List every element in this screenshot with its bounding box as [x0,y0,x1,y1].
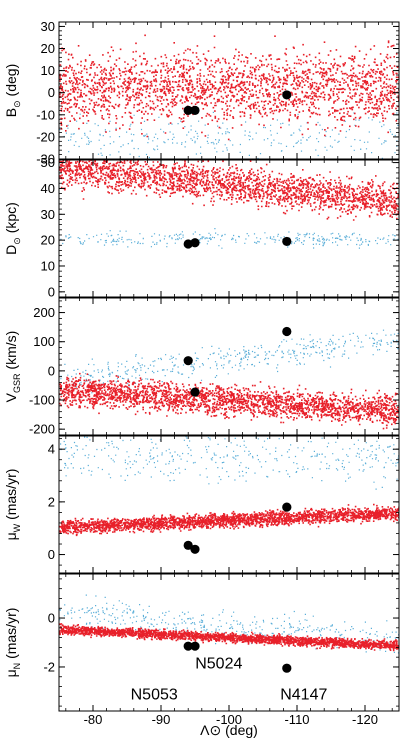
red-stream-points [59,372,399,430]
panel-1-points [59,34,399,159]
red-stream-points [59,160,399,227]
cluster-point [183,540,193,550]
cluster-point [282,326,292,337]
cluster-point [282,236,292,247]
y-tick-label: 20 [41,41,55,56]
panel-3-points [59,329,399,430]
y-tick-label: -10 [36,107,55,122]
y-tick-label: 0 [48,547,55,562]
cluster-point [282,663,292,673]
cluster-point [190,641,200,651]
y-tick-label: -2 [43,659,55,674]
y-tick-label: 10 [41,258,55,273]
panel-4-points [59,436,399,537]
y-tick-label: -30 [36,152,55,167]
red-stream-points [59,623,399,652]
y-tick-label: 10 [41,63,55,78]
cluster-point [190,238,200,248]
cluster-point [183,356,193,366]
y-axis-label: μN (mas/yr) [3,608,22,678]
cluster-label: N4147 [280,686,327,703]
y-tick-label: 0 [48,611,55,626]
red-stream-points [59,503,399,537]
y-axis-label: μW (mas/yr) [3,469,22,541]
panel-2-points [59,160,399,249]
cluster-label: N5024 [195,656,242,673]
y-tick-label: -200 [29,422,55,437]
panel-2: 0 10 20 30 40 50 D⊙ (kpc) [3,155,400,299]
y-tick-label: 30 [41,207,55,222]
cluster-point [282,90,292,100]
y-tick-label: 50 [41,155,55,170]
y-tick-label: 20 [41,233,55,248]
y-tick-label: 2 [48,494,55,509]
cluster-label: N5053 [131,686,178,703]
x-tick-label: -120 [352,712,378,727]
panel-5: N5024 N5053 N4147 -2 0 μN (mas/yr) [3,573,400,712]
cluster-point [190,387,200,397]
y-tick-label: 0 [48,284,55,299]
y-tick-label: 0 [48,85,55,100]
cluster-point [183,641,193,651]
cluster-point [190,544,200,554]
y-tick-label: 30 [41,19,55,34]
cluster-point [190,105,200,115]
panel-frame [58,159,400,298]
x-tick-label: -100 [216,712,242,727]
blue-stream-points [59,108,399,159]
x-axis-label: Λ⊙ (deg) [200,722,258,738]
blue-stream-points [60,228,399,249]
y-axis-label: D⊙ (kpc) [3,202,22,255]
y-tick-label: 4 [48,442,55,457]
panel-3: -200 -100 0 100 200 VGSR (km/s) [3,297,400,437]
y-tick-label: -100 [29,393,55,408]
panel-frame [58,297,400,436]
y-tick-label: -20 [36,129,55,144]
cluster-point [282,502,292,512]
y-tick-label: 40 [41,181,55,196]
y-axis-label: VGSR (km/s) [3,331,22,403]
red-stream-points [59,34,399,141]
panel-1: -30 -20 -10 0 10 20 30 B⊙ (deg) [3,19,400,167]
x-tick-label: -80 [84,712,103,727]
panel-4: 0 2 4 μW (mas/yr) [3,435,400,574]
cluster-point [183,239,193,249]
y-tick-label: 200 [33,305,55,320]
y-tick-label: 0 [48,363,55,378]
y-tick-label: 100 [33,334,55,349]
x-tick-label: -110 [284,712,309,727]
x-axis: Λ⊙ (deg) -80 -90 -100 -110 -120 [84,712,378,738]
cluster-point [183,105,193,115]
y-axis-label: B⊙ (deg) [3,64,22,117]
x-tick-label: -90 [152,712,171,727]
panel-5-points [59,594,399,654]
